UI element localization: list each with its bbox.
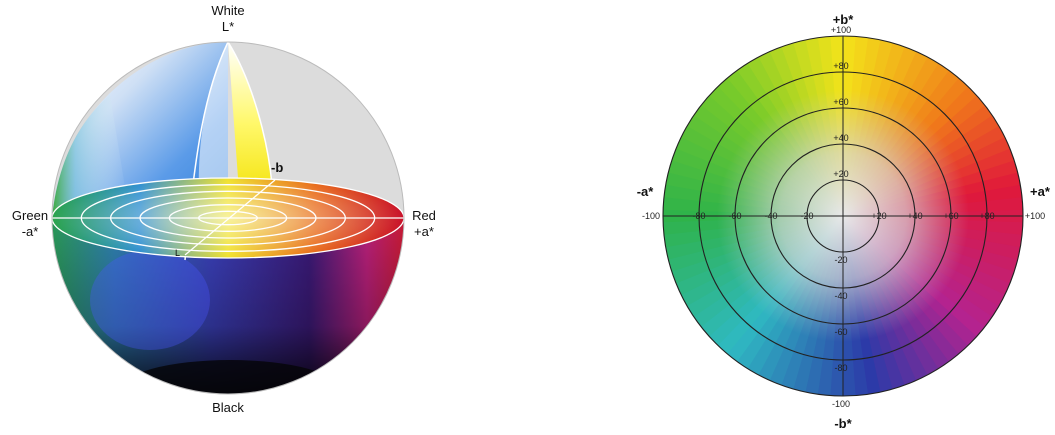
vertical-tick-label: +80 — [833, 61, 848, 71]
horizontal-tick-label: +60 — [943, 211, 958, 221]
minus-b-label: -b — [271, 160, 283, 175]
plus-b-star-label: +b* — [833, 12, 855, 27]
vertical-tick-label: +40 — [833, 133, 848, 143]
wheel-tick-labels: +100 +80 +60 +40 +20 -20 -40 -60 -80 -100 -100 -80 -… — [642, 25, 1045, 409]
lab-sphere-figure: White L* Black Green -a* Red +a* -b L — [0, 0, 460, 435]
minus-b-star-label: -b* — [834, 416, 852, 431]
equator-disc — [51, 177, 405, 259]
vertical-tick-label: -20 — [834, 255, 847, 265]
sphere-outline — [51, 41, 405, 395]
vertical-tick-label: +60 — [833, 97, 848, 107]
horizontal-tick-label: -80 — [692, 211, 705, 221]
horizontal-tick-label: -40 — [764, 211, 777, 221]
horizontal-tick-label: -20 — [800, 211, 813, 221]
vertical-tick-label: -60 — [834, 327, 847, 337]
white-label: White — [211, 3, 244, 18]
plus-a-star-label: +a* — [414, 224, 434, 239]
ab-color-wheel-svg: +100 +80 +60 +40 +20 -20 -40 -60 -80 -100 -100 -80 -… — [637, 12, 1051, 431]
minus-a-star-axis-label: -a* — [637, 184, 655, 199]
horizontal-tick-label: -100 — [642, 211, 660, 221]
lab-sphere-svg: White L* Black Green -a* Red +a* -b L — [12, 3, 436, 415]
minus-a-star-label: -a* — [22, 224, 39, 239]
horizontal-tick-label: +100 — [1025, 211, 1045, 221]
horizontal-tick-label: -60 — [728, 211, 741, 221]
l-star-label: L* — [222, 19, 234, 34]
horizontal-tick-label: +20 — [871, 211, 886, 221]
vertical-tick-label: +20 — [833, 169, 848, 179]
green-label: Green — [12, 208, 48, 223]
l-label: L — [175, 248, 180, 258]
vertical-tick-label: -80 — [834, 363, 847, 373]
hue-wheel — [663, 36, 1023, 396]
red-label: Red — [412, 208, 436, 223]
black-label: Black — [212, 400, 244, 415]
plus-a-star-axis-label: +a* — [1030, 184, 1051, 199]
horizontal-tick-label: +40 — [907, 211, 922, 221]
vertical-tick-label: +100 — [831, 25, 851, 35]
vertical-tick-label: -40 — [834, 291, 847, 301]
ab-color-wheel-figure: +100 +80 +60 +40 +20 -20 -40 -60 -80 -100 -100 -80 -… — [600, 0, 1055, 435]
vertical-tick-label: -100 — [832, 399, 850, 409]
horizontal-tick-label: +80 — [979, 211, 994, 221]
